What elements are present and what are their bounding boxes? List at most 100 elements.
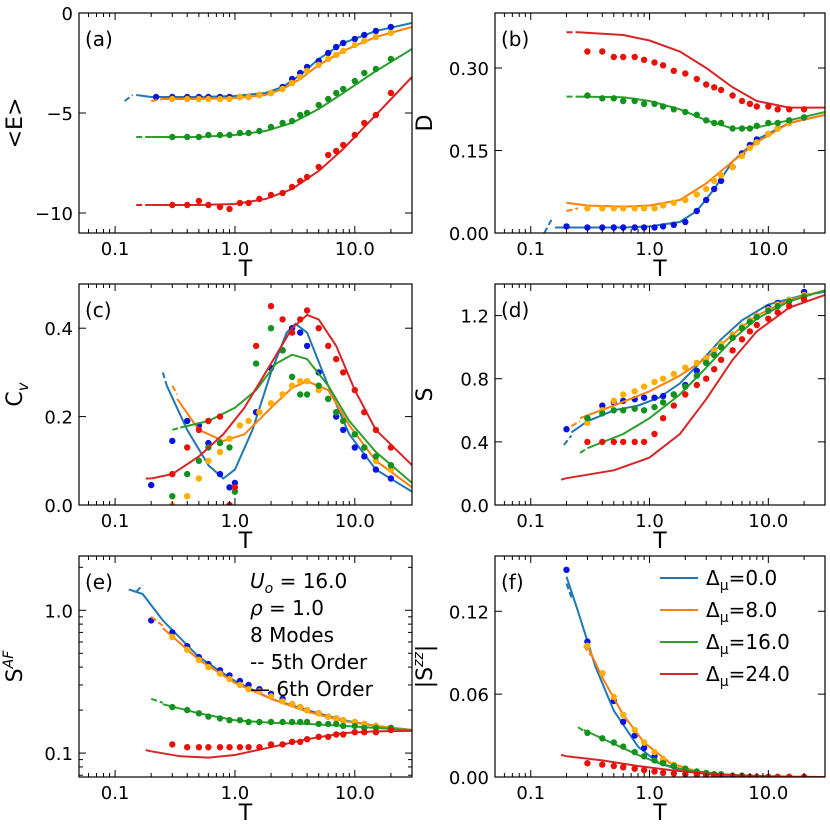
x-tick-label: 1.0 [221, 239, 250, 260]
data-point [297, 378, 304, 385]
data-point [288, 117, 296, 125]
data-point [297, 316, 304, 323]
data-point [315, 163, 322, 171]
data-point [682, 70, 689, 77]
x-tick-label: 1.0 [635, 511, 664, 532]
data-point [361, 119, 368, 127]
data-point [297, 738, 304, 745]
x-tick-label: 10.0 [335, 239, 375, 260]
data-point [682, 391, 689, 398]
data-point [351, 41, 358, 49]
series-2 [579, 289, 825, 454]
data-point [640, 407, 648, 414]
data-point [169, 470, 176, 478]
data-point [340, 722, 347, 730]
data-point [361, 409, 368, 416]
parameter-annotation: Uo = 16.0ρ = 1.0 8 Modes -- 5th Order — 6th… [250, 569, 374, 701]
series-5th-order-line [150, 616, 164, 627]
series-5th-order-line [161, 372, 168, 386]
data-point [288, 373, 296, 380]
panel-E: 0.1 1.0 10.0 0 −5 −10 T <E> (a) [3, 4, 413, 282]
data-point [693, 359, 700, 367]
series-3 [136, 76, 412, 213]
data-point [372, 65, 380, 73]
data-point [256, 127, 263, 135]
data-point [651, 100, 658, 108]
data-point [184, 417, 191, 425]
data-point [670, 199, 677, 206]
data-point [195, 710, 203, 717]
series-5th-order-line [151, 98, 163, 102]
data-point [387, 466, 395, 473]
data-point [631, 388, 638, 395]
data-point [303, 378, 311, 385]
data-point [315, 61, 322, 69]
annotation-6th-order: — 6th Order [250, 677, 374, 701]
data-point [774, 773, 781, 777]
data-point [717, 177, 725, 184]
data-point [599, 761, 606, 768]
data-point [195, 457, 203, 464]
data-point [651, 205, 658, 212]
x-tick-label: 0.1 [101, 783, 130, 804]
series-5th-order-line [570, 420, 581, 427]
data-point [693, 367, 700, 374]
data-point [315, 382, 322, 389]
data-point [682, 765, 689, 772]
data-point [703, 196, 710, 204]
data-point [651, 757, 658, 764]
series-5th-order-line [172, 426, 181, 431]
y-tick-label: 0.00 [449, 224, 489, 245]
series-6th-order-line [566, 113, 825, 208]
data-point [786, 117, 793, 124]
series-6th-order-line [165, 322, 412, 493]
x-tick-label: 0.1 [101, 239, 130, 260]
data-point [325, 342, 332, 350]
data-point [361, 444, 368, 451]
series-0 [148, 322, 412, 493]
data-point [682, 108, 689, 116]
data-point [703, 375, 710, 382]
data-point [738, 125, 746, 132]
data-point [226, 205, 233, 213]
data-point [693, 75, 700, 83]
y-tick-label: 0.1 [44, 744, 73, 765]
y-tick-label: 0.06 [449, 685, 489, 706]
data-point [288, 701, 296, 708]
data-point [711, 772, 718, 777]
data-point [315, 720, 322, 728]
data-point [670, 770, 677, 777]
data-point [651, 430, 658, 438]
data-point [267, 693, 275, 700]
data-point [711, 347, 718, 354]
data-point [279, 718, 286, 726]
data-point [584, 419, 591, 427]
data-point [256, 409, 263, 416]
data-point [184, 646, 191, 653]
data-point [711, 119, 718, 127]
data-point [682, 364, 689, 371]
data-point [315, 386, 322, 394]
data-point [325, 95, 332, 103]
data-point [303, 67, 311, 75]
data-point [729, 347, 736, 354]
data-point [226, 95, 233, 103]
data-point [169, 201, 176, 209]
data-point [169, 703, 176, 711]
data-point [584, 760, 591, 767]
data-point [717, 119, 725, 127]
data-point [372, 466, 380, 473]
data-point [620, 711, 627, 718]
data-point [703, 355, 710, 362]
data-point [195, 197, 203, 205]
data-point [333, 409, 340, 416]
data-point [765, 315, 772, 322]
data-point [693, 207, 700, 215]
data-point [670, 221, 677, 228]
data-point [670, 762, 677, 770]
data-point [659, 399, 667, 406]
data-point [659, 62, 667, 69]
data-point [279, 698, 286, 705]
data-point [195, 475, 203, 482]
